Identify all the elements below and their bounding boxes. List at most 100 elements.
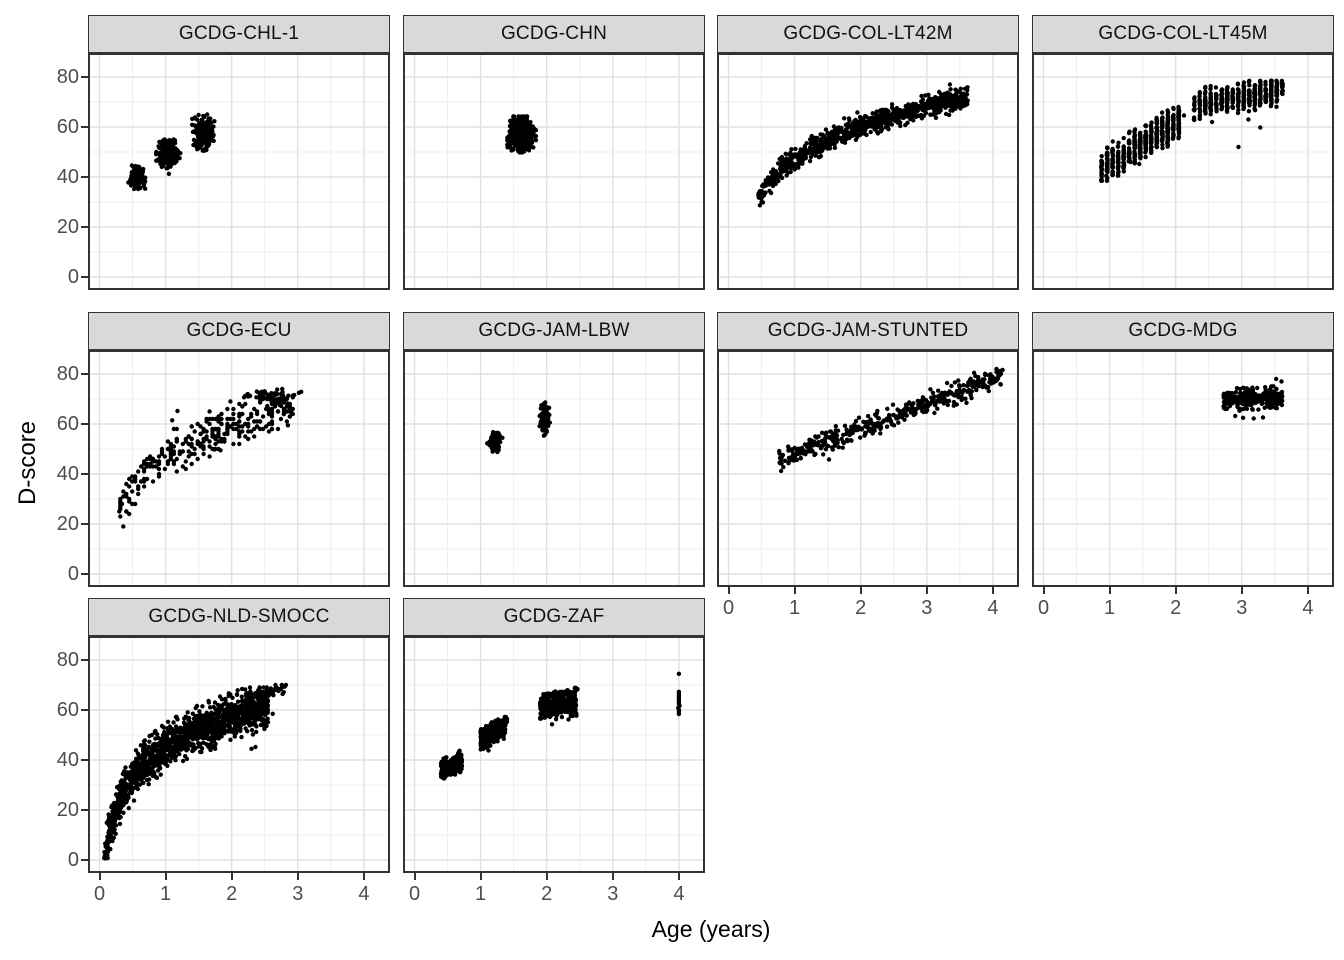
- facet-panel: [717, 53, 1019, 290]
- y-tick-label: 0: [67, 266, 79, 288]
- y-tick-mark: [81, 859, 88, 861]
- x-tick-mark: [925, 587, 928, 594]
- x-tick-label: 4: [358, 883, 370, 905]
- y-tick-label: 40: [56, 749, 79, 771]
- x-tick-mark: [1174, 587, 1177, 594]
- facet-title: GCDG-ZAF: [503, 606, 605, 627]
- x-tick-label: 3: [921, 597, 933, 619]
- scatter-points: [1032, 53, 1334, 290]
- x-tick-label: 4: [1302, 597, 1314, 619]
- facet-title: GCDG-JAM-STUNTED: [767, 320, 969, 341]
- x-tick-mark: [727, 587, 730, 594]
- x-tick-mark: [296, 873, 299, 880]
- facet-panel: [403, 350, 705, 587]
- x-tick-mark: [1108, 587, 1111, 594]
- x-tick-label: 1: [789, 597, 801, 619]
- x-tick-mark: [1306, 587, 1309, 594]
- y-tick-label: 60: [56, 116, 79, 138]
- x-tick-mark: [991, 587, 994, 594]
- y-tick-label: 80: [56, 66, 79, 88]
- y-tick-mark: [81, 523, 88, 525]
- facet-panel: [88, 350, 390, 587]
- scatter-points: [403, 636, 705, 873]
- x-tick-label: 1: [1104, 597, 1116, 619]
- facet-title: GCDG-COL-LT42M: [783, 23, 953, 44]
- y-tick-mark: [81, 759, 88, 761]
- facet-panel: [88, 636, 390, 873]
- facet-title: GCDG-ECU: [186, 320, 292, 341]
- facet-strip: GCDG-ECU: [88, 312, 390, 350]
- x-tick-label: 1: [160, 883, 172, 905]
- y-tick-mark: [81, 373, 88, 375]
- x-tick-mark: [545, 873, 548, 880]
- scatter-points: [403, 350, 705, 587]
- x-tick-mark: [859, 587, 862, 594]
- y-tick-label: 0: [67, 563, 79, 585]
- x-tick-mark: [413, 873, 416, 880]
- x-tick-label: 4: [673, 883, 685, 905]
- y-tick-mark: [81, 573, 88, 575]
- y-tick-label: 20: [56, 513, 79, 535]
- facet-title: GCDG-NLD-SMOCC: [148, 606, 330, 627]
- x-tick-label: 0: [722, 597, 735, 619]
- x-tick-mark: [1240, 587, 1243, 594]
- scatter-points: [88, 53, 390, 290]
- facet-strip: GCDG-JAM-STUNTED: [717, 312, 1019, 350]
- scatter-points: [717, 53, 1019, 290]
- y-tick-label: 40: [56, 463, 79, 485]
- x-tick-mark: [230, 873, 233, 880]
- y-tick-mark: [81, 709, 88, 711]
- x-tick-label: 2: [226, 883, 238, 905]
- facet-panel: [1032, 53, 1334, 290]
- y-tick-label: 20: [56, 799, 79, 821]
- y-tick-label: 40: [56, 166, 79, 188]
- y-tick-mark: [81, 126, 88, 128]
- scatter-points: [1032, 350, 1334, 587]
- x-tick-label: 0: [1037, 597, 1050, 619]
- y-tick-label: 0: [67, 849, 79, 871]
- y-tick-label: 20: [56, 216, 79, 238]
- x-tick-label: 0: [93, 883, 106, 905]
- facet-panel: [717, 350, 1019, 587]
- x-tick-label: 3: [292, 883, 304, 905]
- facet-strip: GCDG-MDG: [1032, 312, 1334, 350]
- facet-strip: GCDG-JAM-LBW: [403, 312, 705, 350]
- facet-panel: [88, 53, 390, 290]
- facet-title: GCDG-CHN: [500, 23, 608, 44]
- x-tick-label: 3: [607, 883, 619, 905]
- facet-strip: GCDG-CHN: [403, 15, 705, 53]
- x-tick-mark: [677, 873, 680, 880]
- y-tick-label: 80: [56, 649, 79, 671]
- scatter-points: [88, 350, 390, 587]
- x-tick-label: 3: [1236, 597, 1248, 619]
- facet-strip: GCDG-ZAF: [403, 598, 705, 636]
- x-tick-label: 2: [855, 597, 867, 619]
- facet-strip: GCDG-COL-LT42M: [717, 15, 1019, 53]
- facet-strip: GCDG-COL-LT45M: [1032, 15, 1334, 53]
- y-tick-label: 60: [56, 413, 79, 435]
- y-tick-label: 80: [56, 363, 79, 385]
- scatter-points: [403, 53, 705, 290]
- x-axis-title: Age (years): [651, 916, 771, 942]
- y-tick-mark: [81, 226, 88, 228]
- y-tick-label: 60: [56, 699, 79, 721]
- x-tick-label: 4: [987, 597, 999, 619]
- y-tick-mark: [81, 176, 88, 178]
- x-tick-mark: [98, 873, 101, 880]
- x-tick-label: 0: [408, 883, 421, 905]
- x-tick-mark: [611, 873, 614, 880]
- facet-strip: GCDG-CHL-1: [88, 15, 390, 53]
- y-tick-mark: [81, 473, 88, 475]
- y-tick-mark: [81, 423, 88, 425]
- facet-strip: GCDG-NLD-SMOCC: [88, 598, 390, 636]
- x-tick-label: 2: [1170, 597, 1182, 619]
- x-tick-mark: [479, 873, 482, 880]
- facet-title: GCDG-COL-LT45M: [1098, 23, 1268, 44]
- facet-panel: [403, 53, 705, 290]
- facet-panel: [403, 636, 705, 873]
- facet-panel: [1032, 350, 1334, 587]
- scatter-points: [88, 636, 390, 873]
- facet-title: GCDG-MDG: [1128, 320, 1238, 341]
- x-tick-label: 1: [475, 883, 487, 905]
